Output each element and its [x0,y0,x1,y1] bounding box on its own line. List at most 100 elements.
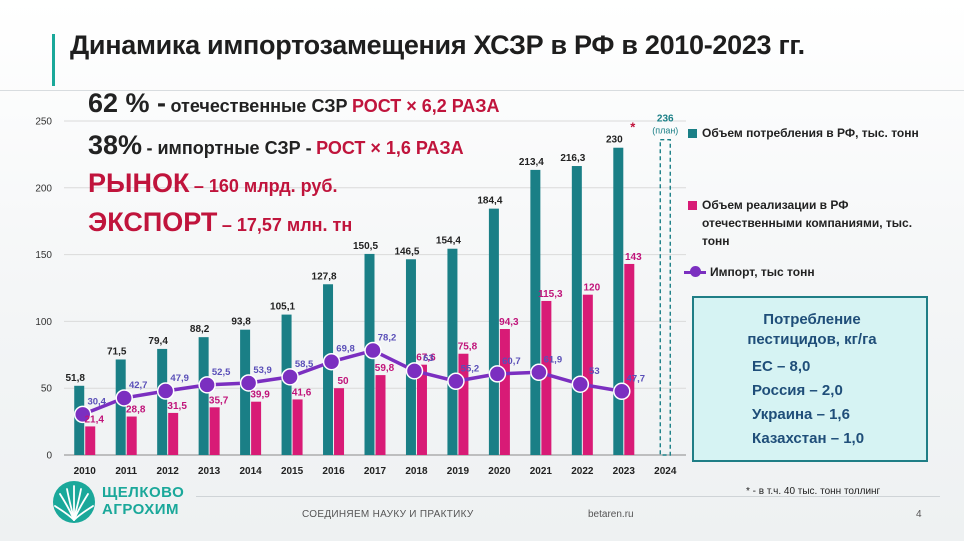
x-tick-label-2018: 2018 [405,466,428,477]
import-label-2013: 52,5 [212,367,231,378]
legend-domestic: Объем реализации в РФ отечественными ком… [688,196,938,250]
stat-export-value: – 17,57 млн. тн [221,215,353,235]
domestic-bar-2023 [624,263,635,455]
domestic-label-2013: 35,7 [209,395,229,406]
plan-2024-value: 236 [657,114,674,125]
consumption-bar-2012 [157,348,168,455]
legend-consumption-label: Объем потребления в РФ, тыс. тонн [702,126,919,140]
domestic-label-2014: 39,9 [250,390,270,401]
domestic-bar-2021 [541,300,552,455]
domestic-bar-2011 [126,416,137,455]
stat-market-label: РЫНОК [88,168,190,198]
import-label-2016: 69,8 [336,344,355,355]
x-tick-label-2015: 2015 [281,466,304,477]
chart-data-labels: 51,8 71,5 79,4 88,2 93,8 105,1 127,8 150,5 146,5… [65,114,678,426]
footer-divider [196,496,940,497]
consumption-bar-2019 [447,248,458,455]
title-accent-bar [52,34,55,86]
domestic-label-2022: 120 [583,283,600,294]
x-tick-label-2016: 2016 [322,466,345,477]
import-point-2013 [198,376,216,394]
pesticide-consumption-box: Потребление пестицидов, кг/га ЕС – 8,0 Р… [692,296,928,462]
import-label-2012: 47,9 [170,373,189,384]
footer-slogan: СОЕДИНЯЕМ НАУКУ И ПРАКТИКУ [302,509,474,520]
domestic-label-2015: 41,6 [292,387,312,398]
pesticide-box-title: Потребление пестицидов, кг/га [747,311,877,348]
consumption-label-2023: 230 [606,135,623,146]
import-point-2020 [488,365,507,383]
consumption-label-2018: 146,5 [394,246,419,257]
import-label-2020: 60,7 [502,356,521,367]
consumption-label-2022: 216,3 [560,153,585,164]
consumption-label-2011: 71,5 [107,346,127,357]
import-label-2011: 42,7 [129,380,148,391]
import-point-2011 [115,389,133,407]
y-axis-ticks: 0 50 100 150 200 250 [35,117,52,462]
x-tick-label-2013: 2013 [198,466,221,477]
stat-import-share-value: 38% [88,130,143,160]
consumption-bar-2011 [115,359,126,455]
domestic-bar-2014 [251,401,262,455]
domestic-label-2021: 115,3 [538,289,563,300]
import-label-2010: 30,4 [87,396,106,407]
stat-market: РЫНОК – 160 млрд. руб. [88,168,338,199]
import-point-2015 [281,368,299,386]
consumption-bar-2013 [198,337,209,455]
pesticide-item-ukraine: Украина – 1,6 [752,406,850,423]
consumption-label-2016: 127,8 [312,271,337,282]
consumption-bar-2014 [240,329,251,455]
consumption-label-2014: 93,8 [231,317,251,328]
consumption-label-2019: 154,4 [436,236,461,247]
page-title: Динамика импортозамещения ХСЗР в РФ в 20… [70,30,805,60]
legend-consumption: Объем потребления в РФ, тыс. тонн [688,124,938,142]
legend-domestic-swatch [688,201,697,210]
import-label-2022: 53 [589,366,600,377]
domestic-label-2017: 59,8 [375,363,395,374]
plan-2024-bar [659,139,671,456]
x-axis-ticks: 2010 2011 2012 2013 2014 2015 2016 2017 2018 2019… [74,466,677,477]
consumption-label-2017: 150,5 [353,241,378,252]
import-point-2023 [613,382,631,401]
pesticide-item-eu: ЕС – 8,0 [752,358,811,375]
domestic-bar-2020 [499,329,510,455]
domestic-label-2010: 21,4 [84,414,104,425]
import-point-2017 [364,341,382,360]
import-point-2012 [156,382,175,400]
consumption-label-2010: 51,8 [65,373,85,384]
consumption-label-2015: 105,1 [270,302,295,313]
stat-import-share-growth: РОСТ × 1,6 РАЗА [316,138,464,158]
legend-domestic-label: Объем реализации в РФ отечественными ком… [702,198,913,248]
consumption-bar-2018 [405,259,416,455]
domestic-bar-2018 [416,364,427,455]
x-tick-label-2023: 2023 [613,466,636,477]
page-number: 4 [916,509,922,520]
footnote: * - в т.ч. 40 тыс. тонн толлинг [746,486,881,497]
import-label-2023: 47,7 [627,373,646,384]
consumption-bar-2020 [488,208,499,455]
y-tick-label-200: 200 [35,183,52,194]
logo-text-line2: АГРОХИМ [102,501,180,518]
import-label-2015: 58,5 [295,359,314,370]
x-tick-label-2017: 2017 [364,466,387,477]
domestic-bar-2016 [334,388,345,455]
x-tick-label-2022: 2022 [571,466,594,477]
stat-domestic-share: 62 % - отечественные СЗР РОСТ × 6,2 РАЗА [88,88,500,119]
stat-export: ЭКСПОРТ – 17,57 млн. тн [88,207,352,238]
consumption-bar-2022 [571,166,582,455]
stat-import-share: 38% - импортные СЗР - РОСТ × 1,6 РАЗА [88,130,464,161]
domestic-bar-2015 [292,399,303,455]
asterisk-2023: * [630,120,636,135]
x-tick-label-2019: 2019 [447,466,470,477]
x-tick-label-2024: 2024 [654,466,677,477]
x-tick-label-2010: 2010 [74,466,97,477]
y-tick-label-50: 50 [41,384,53,395]
x-tick-label-2020: 2020 [488,466,511,477]
import-point-2018 [405,362,424,380]
x-tick-label-2012: 2012 [157,466,180,477]
stat-import-share-text: - импортные СЗР - [146,138,312,158]
legend-import-label: Импорт, тыс тонн [710,265,815,279]
y-tick-label-250: 250 [35,117,52,128]
x-tick-label-2014: 2014 [239,466,262,477]
domestic-label-2018: 67,6 [416,353,436,364]
